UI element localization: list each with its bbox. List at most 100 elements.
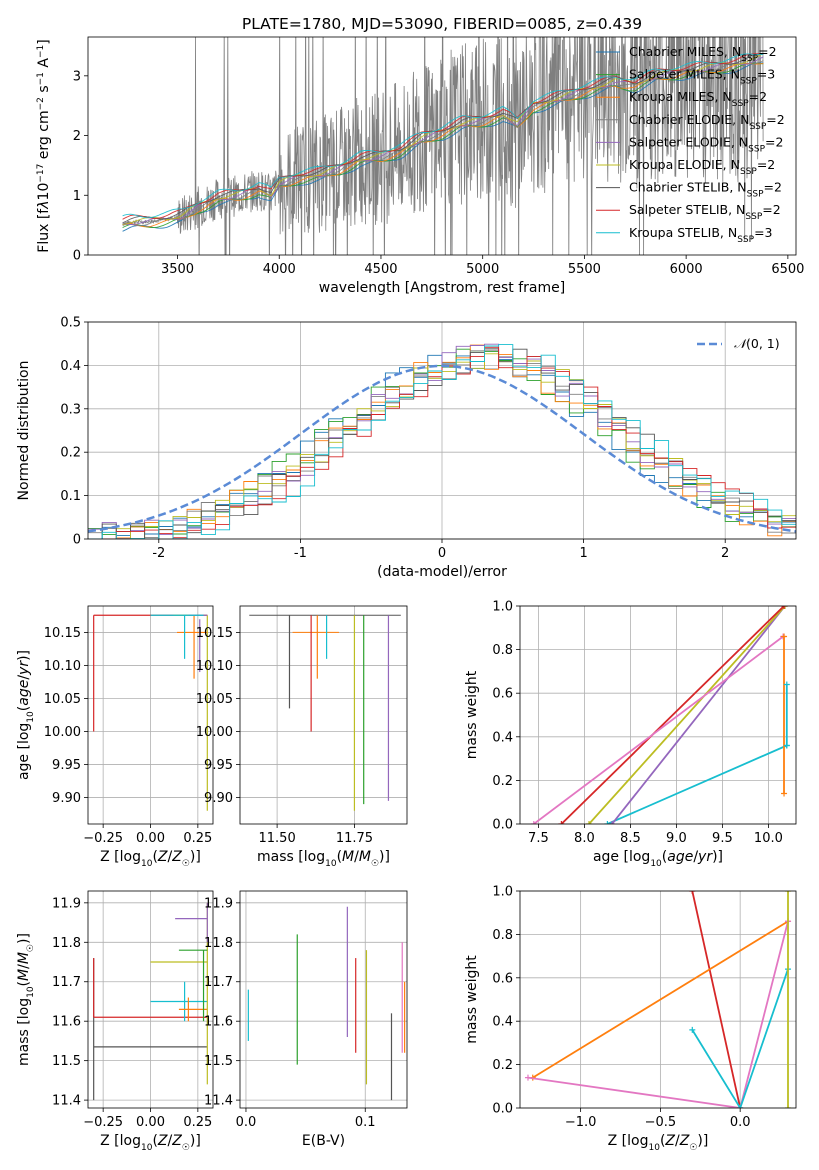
chart-massweight-vs-age: 7.5 8.0 8.5 9.0 9.5 10.0 0.0 0.2 0.4 0.6 0.8 1.0 age… [464,600,797,869]
x-tick-label: 0.0 [730,1115,751,1130]
weight-line [533,635,784,824]
chart-mass-vs-EBV: 0.0 0.1 11.4 11.5 11.6 11.7 11.8 11.9 E(B-V) [204,890,408,1149]
y-tick-label: 11.7 [204,975,233,990]
y-tick-label: 3 [73,69,81,84]
y-tick-label: 1 [73,189,81,204]
axes-frame [519,605,797,825]
weight-line [691,968,789,1108]
axes-frame [239,890,408,1109]
figure-title: PLATE=1780, MJD=53090, FIBERID=0085, z=0… [242,15,642,33]
model-line-chabrier-stelib [122,53,764,224]
y-tick-label: 2 [73,129,81,144]
weight-line [691,891,742,1108]
y-tick-label: 9.95 [204,758,233,773]
histogram-chabrier-stelib [88,348,796,539]
y-axis-label: mass weight [464,670,480,759]
x-tick-label: 9.5 [712,831,733,846]
plot-layer: 3500 4000 4500 5000 5500 6000 6500 0 1 2 3 waveleng… [16,36,804,1153]
y-axis-label: Normed distribution [16,361,32,501]
x-tick-label: 8.5 [620,831,641,846]
y-tick-label: 10.15 [44,626,81,641]
chart-mass-vs-Z: −0.25 0.00 0.25 11.4 11.5 11.6 11.7 11.8 11.9 Z [… [16,890,214,1153]
x-tick-label: 0.25 [183,1115,212,1130]
x-axis-label: age [log10(age/yr)] [593,849,723,869]
y-tick-label: 11.7 [52,975,81,990]
massweight_vs_age-plot-area [530,606,790,824]
weight-line [527,921,789,1108]
y-tick-label: 11.9 [204,896,233,911]
x-tick-label: −0.5 [645,1115,677,1130]
weight-marker [783,681,790,688]
y-tick-label: 1.0 [492,600,513,615]
x-tick-label: 11.75 [336,831,373,846]
age_vs_Z-plot-area [93,614,208,811]
mass_vs_EBV-plot-area [247,906,406,1101]
weight-marker [781,606,788,609]
model-line-kroupa-stelib [122,53,764,219]
weight-marker [609,821,615,824]
x-tick-label: 1 [579,546,587,561]
y-tick-label: 0 [73,533,81,548]
weight-marker [781,790,788,797]
y-tick-label: 10.00 [196,725,233,740]
x-tick-label: 0.25 [183,831,212,846]
weight-marker [781,606,788,609]
x-tick-label: 4500 [364,262,397,277]
legend-entry: 𝒩(0, 1) [734,336,780,351]
y-tick-label: 11.8 [52,936,81,951]
y-axis-label: mass [log10(M/M☉)] [16,933,36,1066]
x-axis-label: (data-model)/error [377,564,507,580]
x-tick-label: 0.0 [236,1115,257,1130]
spectrum-data-line [122,37,764,255]
y-tick-label: 10.00 [44,725,81,740]
weight-line [560,606,785,824]
x-tick-label: -2 [152,546,165,561]
x-axis-label: wavelength [Angstrom, rest frame] [319,280,565,296]
y-tick-label: 11.5 [52,1054,81,1069]
x-tick-label: 3500 [161,262,194,277]
y-tick-label: 9.95 [52,758,81,773]
y-tick-label: 0.6 [492,971,513,986]
x-tick-label: 9.0 [666,831,687,846]
weight-marker [530,821,537,824]
x-tick-label: 5000 [466,262,499,277]
y-tick-label: 11.6 [204,1015,233,1030]
weight-marker [783,742,790,749]
legend-entry: Salpeter ELODIE, NSSP=2 [629,134,783,154]
massweight_vs_Z-plot-area [524,891,792,1108]
y-axis-label: mass weight [464,955,480,1044]
y-tick-label: 9.90 [204,791,233,806]
y-tick-label: 11.5 [204,1054,233,1069]
x-tick-label: 10.0 [754,831,783,846]
legend-entry: Salpeter MILES, NSSP=3 [629,67,775,87]
y-tick-label: 1.0 [492,885,513,900]
chart-age-vs-Z: −0.25 0.00 0.25 9.90 9.95 10.00 10.05 10.10 10.1… [16,605,214,869]
legend-entry: Kroupa STELIB, NSSP=3 [629,225,773,245]
y-axis-label: Flux [fλ10−17 erg cm−2 s−1 A−1] [36,39,52,252]
histogram-kroupa-stelib [88,344,796,539]
axes-frame [239,605,408,825]
weight-marker [524,1074,531,1081]
x-tick-label: 7.5 [528,831,549,846]
x-tick-label: 0 [438,546,446,561]
y-tick-label: 0.2 [492,774,513,789]
y-tick-label: 0.4 [60,359,81,374]
y-tick-label: 0.0 [492,1102,513,1117]
x-tick-label: 11.50 [259,831,296,846]
x-tick-label: −0.25 [83,831,123,846]
y-tick-label: 0.8 [492,928,513,943]
y-tick-label: 0.2 [492,1058,513,1073]
y-tick-label: 11.9 [52,896,81,911]
x-tick-label: −0.25 [83,1115,123,1130]
x-axis-label: Z [log10(Z/Z☉)] [100,849,201,869]
y-tick-label: 11.6 [52,1015,81,1030]
y-tick-label: 10.15 [196,626,233,641]
chart-massweight-vs-Z: −1.0 −0.5 0.0 0.0 0.2 0.4 0.6 0.8 1.0 Z [log10(Z/… [464,885,797,1153]
weight-marker [781,633,788,640]
chart-spectrum: 3500 4000 4500 5000 5500 6000 6500 0 1 2 3 waveleng… [36,36,804,296]
weight-line [607,744,788,824]
x-tick-label: -1 [294,546,307,561]
x-tick-label: 0.1 [355,1115,376,1130]
y-tick-label: 0 [73,249,81,264]
